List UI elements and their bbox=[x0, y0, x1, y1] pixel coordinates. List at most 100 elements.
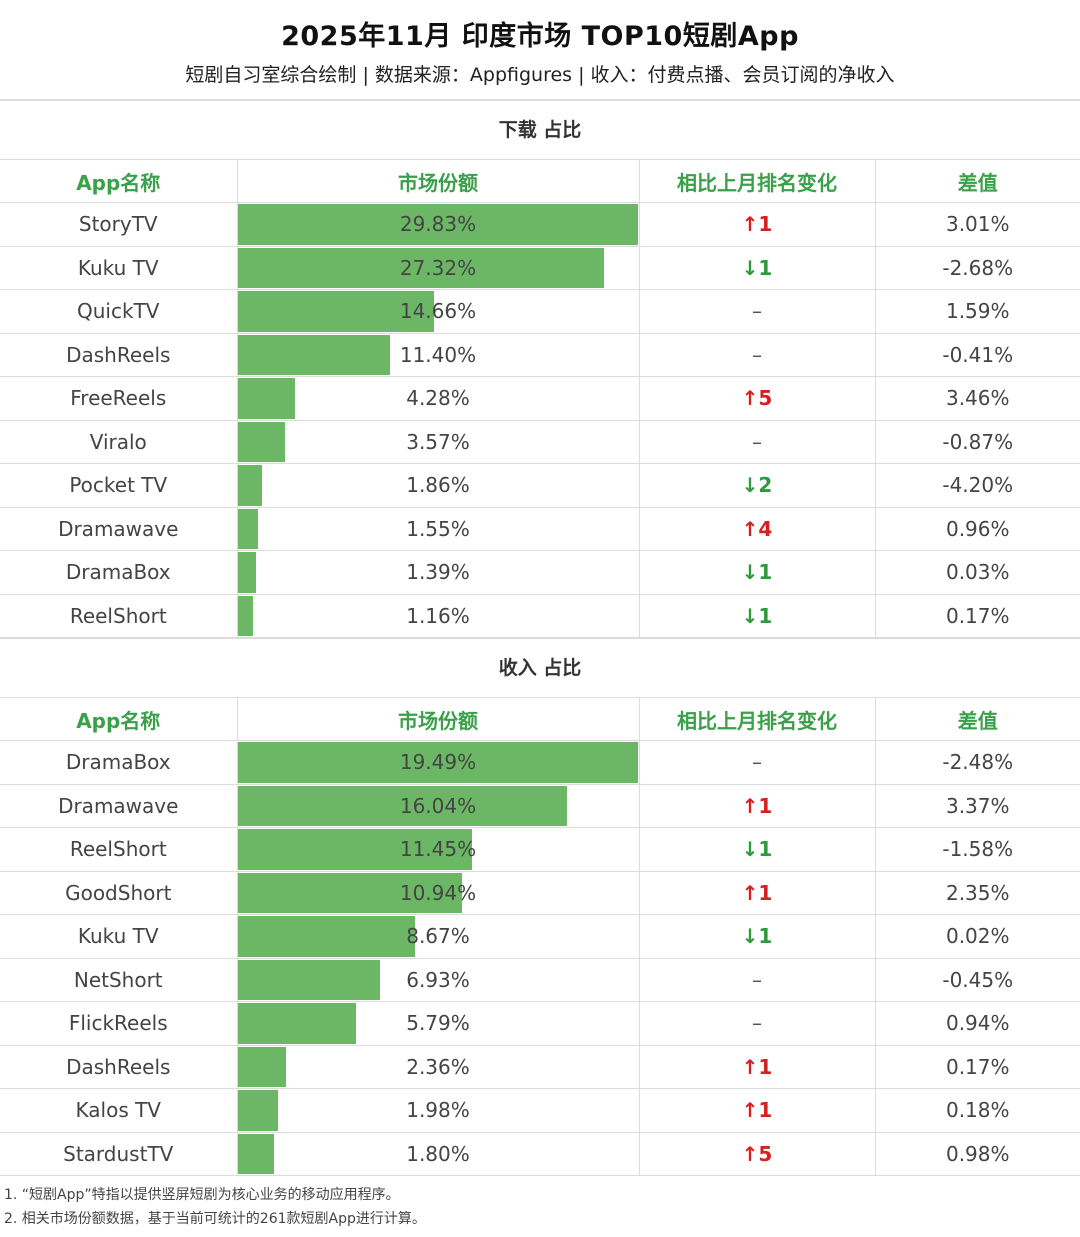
table-row: DashReels 11.40% – -0.41% bbox=[0, 333, 1080, 377]
app-name: Pocket TV bbox=[0, 463, 238, 508]
table-row: StoryTV 29.83% ↑1 3.01% bbox=[0, 202, 1080, 247]
rank-up-indicator: ↑1 bbox=[741, 793, 773, 818]
share-bar bbox=[237, 959, 380, 1000]
market-share-cell: 27.32% bbox=[237, 246, 640, 290]
rank-down-indicator: ↓1 bbox=[741, 255, 773, 280]
app-name: NetShort bbox=[0, 958, 238, 1002]
app-name: Kalos TV bbox=[0, 1088, 238, 1133]
diff-value: -2.48% bbox=[875, 740, 1080, 785]
app-name: DramaBox bbox=[0, 550, 238, 595]
table-row: QuickTV 14.66% – 1.59% bbox=[0, 289, 1080, 334]
share-value: 6.93% bbox=[406, 967, 470, 992]
market-share-cell: 19.49% bbox=[237, 740, 640, 785]
diff-value: 3.37% bbox=[875, 784, 1080, 828]
market-share-cell: 11.40% bbox=[237, 333, 640, 377]
share-bar bbox=[237, 916, 416, 957]
share-value: 2.36% bbox=[406, 1054, 470, 1079]
diff-value: 0.17% bbox=[875, 1045, 1080, 1089]
share-bar bbox=[237, 742, 638, 783]
rank-down-indicator: ↓2 bbox=[741, 473, 773, 498]
downloads-section-title: 下载 占比 bbox=[0, 100, 1080, 159]
app-name: FreeReels bbox=[0, 376, 238, 421]
rank-change: ↓2 bbox=[639, 463, 876, 508]
rank-change: – bbox=[639, 420, 876, 464]
share-bar bbox=[237, 508, 259, 549]
rank-change: ↓1 bbox=[639, 246, 876, 290]
downloads-header-row: App名称 市场份额 相比上月排名变化 差值 bbox=[0, 159, 1080, 203]
market-share-cell: 8.67% bbox=[237, 914, 640, 959]
divider bbox=[0, 99, 1080, 100]
app-name: Dramawave bbox=[0, 507, 238, 551]
app-name: Dramawave bbox=[0, 784, 238, 828]
share-value: 5.79% bbox=[406, 1011, 470, 1036]
rank-down-indicator: ↓1 bbox=[741, 924, 773, 949]
market-share-cell: 5.79% bbox=[237, 1001, 640, 1046]
header-diff: 差值 bbox=[875, 159, 1080, 203]
share-bar bbox=[237, 872, 463, 913]
share-bar bbox=[237, 421, 286, 462]
header-rank-change: 相比上月排名变化 bbox=[639, 697, 876, 741]
market-share-cell: 1.39% bbox=[237, 550, 640, 595]
share-bar bbox=[237, 552, 257, 593]
table-row: Viralo 3.57% – -0.87% bbox=[0, 420, 1080, 464]
diff-value: 0.96% bbox=[875, 507, 1080, 551]
rank-change: ↓1 bbox=[639, 594, 876, 638]
share-bar bbox=[237, 1090, 279, 1131]
share-value: 1.80% bbox=[406, 1141, 470, 1166]
app-name: DramaBox bbox=[0, 740, 238, 785]
header-app-name: App名称 bbox=[0, 159, 238, 203]
share-value: 11.40% bbox=[399, 342, 477, 367]
revenue-rows: DramaBox 19.49% – -2.48% Dramawave 16.04% ↑1 3.… bbox=[0, 740, 1080, 1176]
diff-value: -2.68% bbox=[875, 246, 1080, 290]
table-row: DashReels 2.36% ↑1 0.17% bbox=[0, 1045, 1080, 1089]
rank-change: ↑1 bbox=[639, 1045, 876, 1089]
table-row: Dramawave 16.04% ↑1 3.37% bbox=[0, 784, 1080, 828]
page-subtitle: 短剧自习室综合绘制 | 数据来源：Appfigures | 收入：付费点播、会员… bbox=[185, 64, 895, 86]
market-share-cell: 14.66% bbox=[237, 289, 640, 334]
rank-unchanged-indicator: – bbox=[752, 1011, 762, 1036]
diff-value: 0.94% bbox=[875, 1001, 1080, 1046]
downloads-table: App名称 市场份额 相比上月排名变化 差值 StoryTV 29.83% ↑1 3.… bbox=[0, 159, 1080, 638]
rank-down-indicator: ↓1 bbox=[741, 837, 773, 862]
rank-change: ↓1 bbox=[639, 914, 876, 959]
table-row: Kuku TV 8.67% ↓1 0.02% bbox=[0, 914, 1080, 959]
diff-value: 0.03% bbox=[875, 550, 1080, 595]
diff-value: 3.46% bbox=[875, 376, 1080, 421]
app-name: ReelShort bbox=[0, 827, 238, 872]
table-row: Kuku TV 27.32% ↓1 -2.68% bbox=[0, 246, 1080, 290]
rank-unchanged-indicator: – bbox=[752, 429, 762, 454]
app-name: StoryTV bbox=[0, 202, 238, 247]
share-bar bbox=[237, 1003, 357, 1044]
rank-up-indicator: ↑4 bbox=[741, 516, 773, 541]
diff-value: 1.59% bbox=[875, 289, 1080, 334]
share-value: 1.55% bbox=[406, 516, 470, 541]
share-bar bbox=[237, 1046, 286, 1087]
share-value: 27.32% bbox=[399, 255, 477, 280]
revenue-section-title: 收入 占比 bbox=[0, 638, 1080, 697]
app-name: Viralo bbox=[0, 420, 238, 464]
footnote-2: 2. 相关市场份额数据，基于当前可统计的261款短剧App进行计算。 bbox=[4, 1211, 426, 1227]
footnotes: 1. “短剧App”特指以提供竖屏短剧为核心业务的移动应用程序。 2. 相关市场… bbox=[4, 1183, 426, 1231]
rank-up-indicator: ↑1 bbox=[741, 1098, 773, 1123]
rank-up-indicator: ↑5 bbox=[741, 386, 773, 411]
table-row: StardustTV 1.80% ↑5 0.98% bbox=[0, 1132, 1080, 1176]
share-value: 1.39% bbox=[406, 560, 470, 585]
share-value: 14.66% bbox=[399, 299, 477, 324]
rank-down-indicator: ↓1 bbox=[741, 603, 773, 628]
app-name: ReelShort bbox=[0, 594, 238, 638]
rank-change: – bbox=[639, 958, 876, 1002]
table-row: Dramawave 1.55% ↑4 0.96% bbox=[0, 507, 1080, 551]
rank-change: ↓1 bbox=[639, 827, 876, 872]
rank-change: – bbox=[639, 333, 876, 377]
rank-unchanged-indicator: – bbox=[752, 750, 762, 775]
table-row: ReelShort 1.16% ↓1 0.17% bbox=[0, 594, 1080, 638]
market-share-cell: 2.36% bbox=[237, 1045, 640, 1089]
diff-value: -4.20% bbox=[875, 463, 1080, 508]
table-row: DramaBox 1.39% ↓1 0.03% bbox=[0, 550, 1080, 595]
app-name: DashReels bbox=[0, 333, 238, 377]
share-value: 1.16% bbox=[406, 603, 470, 628]
diff-value: 0.17% bbox=[875, 594, 1080, 638]
share-bar bbox=[237, 465, 263, 506]
table-row: FreeReels 4.28% ↑5 3.46% bbox=[0, 376, 1080, 421]
